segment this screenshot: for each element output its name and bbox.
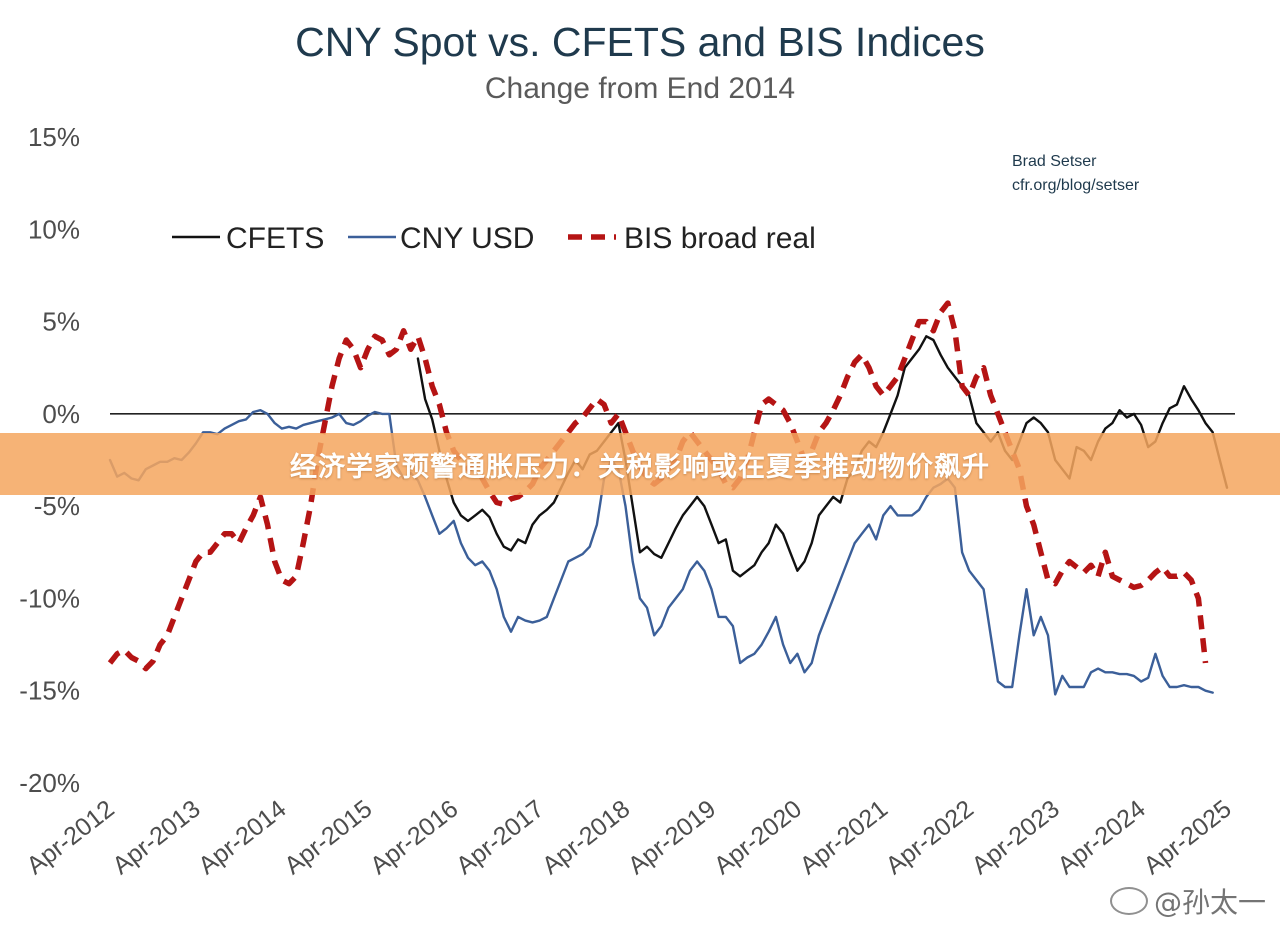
source-line-url: cfr.org/blog/setser (1012, 177, 1140, 194)
y-tick-label: -20% (19, 768, 80, 798)
watermark-text: @孙太一 (1153, 886, 1266, 919)
y-tick-label: 15% (28, 122, 80, 152)
plot-area (107, 300, 1235, 696)
headline-banner: 经济学家预警通胀压力：关税影响或在夏季推动物价飙升 (0, 433, 1280, 495)
y-tick-label: 10% (28, 214, 80, 244)
x-axis: Apr-2012Apr-2013Apr-2014Apr-2015Apr-2016… (21, 795, 1236, 880)
y-tick-label: 0% (42, 399, 80, 429)
x-tick-label: Apr-2019 (623, 795, 721, 880)
weibo-logo-icon (1109, 887, 1148, 915)
x-tick-label: Apr-2018 (537, 795, 635, 880)
legend-label: BIS broad real (624, 222, 816, 255)
x-tick-label: Apr-2015 (279, 795, 377, 880)
x-tick-label: Apr-2017 (451, 795, 549, 880)
y-tick-label: -10% (19, 583, 80, 613)
chart-title: CNY Spot vs. CFETS and BIS Indices (295, 19, 985, 65)
x-tick-label: Apr-2022 (881, 795, 979, 880)
x-tick-label: Apr-2014 (193, 795, 291, 880)
y-tick-label: 5% (42, 307, 80, 337)
x-tick-label: Apr-2012 (21, 795, 119, 880)
x-tick-label: Apr-2016 (365, 795, 463, 880)
x-tick-label: Apr-2025 (1138, 795, 1236, 880)
x-tick-label: Apr-2020 (709, 795, 807, 880)
x-tick-label: Apr-2023 (967, 795, 1065, 880)
x-tick-label: Apr-2024 (1052, 795, 1150, 880)
legend-label: CFETS (226, 222, 324, 255)
legend-label: CNY USD (400, 222, 534, 255)
legend: CFETS CNY USD BIS broad real (172, 222, 816, 255)
y-axis: 15% 10% 5% 0% -5% -10% -15% -20% (19, 122, 80, 798)
weibo-watermark: @孙太一 (1109, 881, 1266, 921)
headline-text: 经济学家预警通胀压力：关税影响或在夏季推动物价飙升 (290, 451, 990, 483)
source-line-author: Brad Setser (1012, 153, 1097, 170)
chart-subtitle: Change from End 2014 (485, 72, 795, 105)
x-tick-label: Apr-2021 (795, 795, 893, 880)
y-tick-label: -5% (34, 491, 80, 521)
series-line-cny-usd (108, 409, 1214, 696)
x-tick-label: Apr-2013 (107, 795, 205, 880)
y-tick-label: -15% (19, 676, 80, 706)
